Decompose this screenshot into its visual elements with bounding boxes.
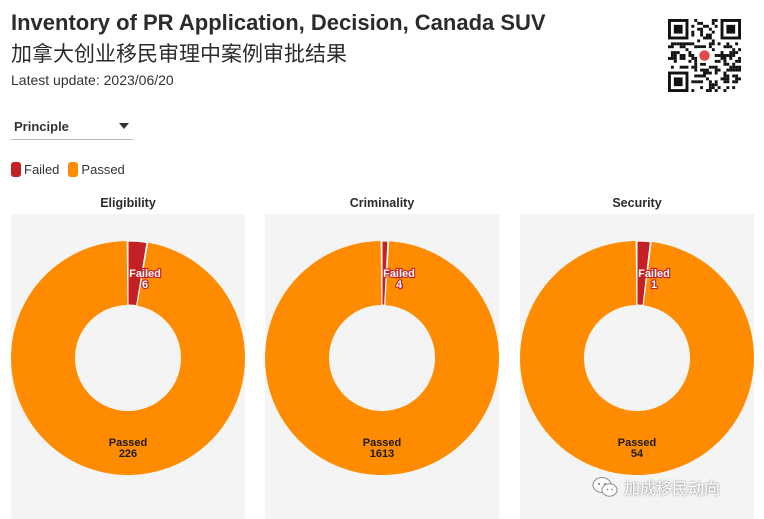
legend-swatch-failed xyxy=(11,162,21,177)
slice-failed[interactable] xyxy=(636,240,651,306)
page-title: Inventory of PR Application, Decision, C… xyxy=(11,10,546,35)
label-passed-value: 226 xyxy=(119,448,137,460)
wechat-icon xyxy=(592,477,618,497)
watermark-text: 加成移民动向 xyxy=(624,479,721,498)
slice-passed[interactable] xyxy=(11,241,245,475)
slice-failed[interactable] xyxy=(127,240,148,307)
label-failed-name: Failed xyxy=(383,268,415,280)
label-failed-value: 6 xyxy=(142,279,148,291)
chart-title-criminality: Criminality xyxy=(349,196,415,210)
filter-dropdown[interactable]: Principle xyxy=(11,113,133,140)
label-passed-value: 54 xyxy=(631,448,644,460)
label-failed-name: Failed xyxy=(638,268,670,280)
donut-chart-eligibility: Failed 6 Passed 226 xyxy=(11,240,245,475)
donut-chart-criminality: Failed 4 Passed 1613 xyxy=(265,240,499,475)
legend-item-passed[interactable]: Passed xyxy=(68,162,125,177)
qr-code-image xyxy=(668,19,741,92)
legend-label-passed: Passed xyxy=(81,162,125,177)
slice-passed[interactable] xyxy=(520,241,754,475)
chart-title-security: Security xyxy=(612,196,662,210)
label-passed-name: Passed xyxy=(618,437,657,449)
label-passed-value: 1613 xyxy=(370,448,394,460)
donut-chart-security: Failed 1 Passed 54 xyxy=(520,240,754,475)
chart-legend: Failed Passed xyxy=(11,162,134,177)
label-passed-name: Passed xyxy=(363,437,402,449)
legend-label-failed: Failed xyxy=(24,162,60,177)
chart-title-eligibility: Eligibility xyxy=(100,196,156,210)
label-passed-name: Passed xyxy=(109,437,148,449)
label-failed-value: 1 xyxy=(651,279,657,291)
label-failed-name: Failed xyxy=(129,268,161,280)
legend-swatch-passed xyxy=(68,162,79,177)
filter-selected-value: Principle xyxy=(14,119,69,134)
slice-failed[interactable] xyxy=(381,240,389,306)
legend-item-failed[interactable]: Failed xyxy=(11,162,59,177)
slice-passed[interactable] xyxy=(265,241,499,475)
page-subtitle: 加拿大创业移民审理中案例审批结果 xyxy=(11,42,347,66)
watermark: 加成移民动向 xyxy=(592,475,720,499)
last-update: Latest update: 2023/06/20 xyxy=(11,72,174,88)
label-failed-value: 4 xyxy=(396,279,403,291)
chevron-down-icon xyxy=(119,123,129,129)
